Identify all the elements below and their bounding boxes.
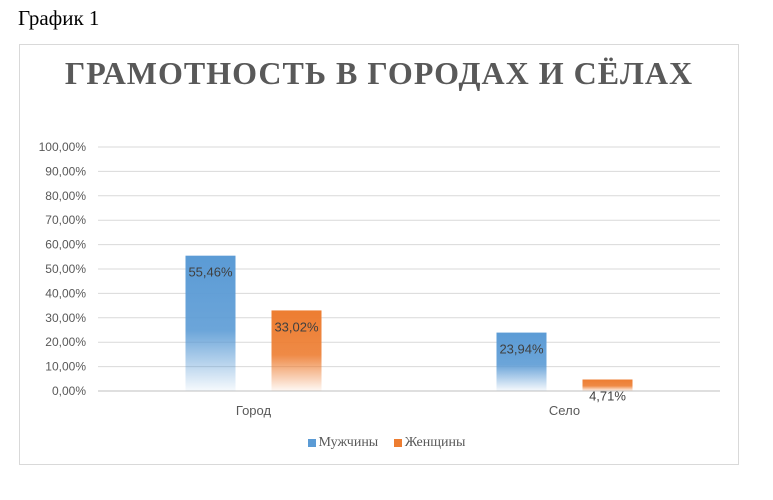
legend-label-women: Женщины — [404, 435, 466, 450]
bars: 55,46% 33,02% 23,94% 4,71% — [185, 255, 633, 404]
figure-caption: График 1 — [18, 6, 100, 30]
chart-frame — [19, 44, 739, 465]
y-tick-label: 70,00% — [45, 213, 86, 227]
bar-men-1 — [496, 332, 547, 391]
category-label: Село — [549, 403, 580, 418]
category-label: Город — [236, 403, 272, 418]
legend-label-men: Мужчины — [318, 435, 379, 450]
y-tick-label: 80,00% — [45, 189, 86, 203]
bar-women-1 — [582, 379, 633, 391]
y-tick-label: 60,00% — [45, 238, 86, 252]
y-tick-label: 50,00% — [45, 262, 86, 276]
legend-swatch-women — [393, 439, 402, 447]
y-tick-label: 90,00% — [45, 164, 86, 178]
y-tick-label: 20,00% — [45, 335, 86, 349]
legend-swatch-men — [307, 439, 316, 447]
y-tick-label: 30,00% — [45, 311, 86, 325]
y-tick-label: 0,00% — [52, 384, 86, 398]
chart-title: ГРАМОТНОСТЬ В ГОРОДАХ И СЁЛАХ — [64, 55, 694, 91]
y-tick-label: 40,00% — [45, 286, 86, 300]
data-label: 4,71% — [589, 389, 626, 404]
category-labels: Город Село — [236, 403, 580, 418]
bar-men-0 — [185, 255, 236, 391]
y-tick-label: 100,00% — [39, 140, 87, 154]
legend-item-men: Мужчины — [307, 435, 379, 451]
y-axis-ticks: 0,00% 10,00% 20,00% 30,00% 40,00% 50,00% 60,00… — [39, 140, 87, 398]
y-tick-label: 10,00% — [45, 360, 86, 374]
data-label: 33,02% — [274, 319, 319, 334]
legend: Мужчины Женщины — [0, 435, 773, 452]
data-label: 55,46% — [188, 265, 233, 280]
bar-women-0 — [271, 310, 322, 391]
legend-item-women: Женщины — [393, 435, 466, 451]
data-label: 23,94% — [499, 342, 544, 357]
